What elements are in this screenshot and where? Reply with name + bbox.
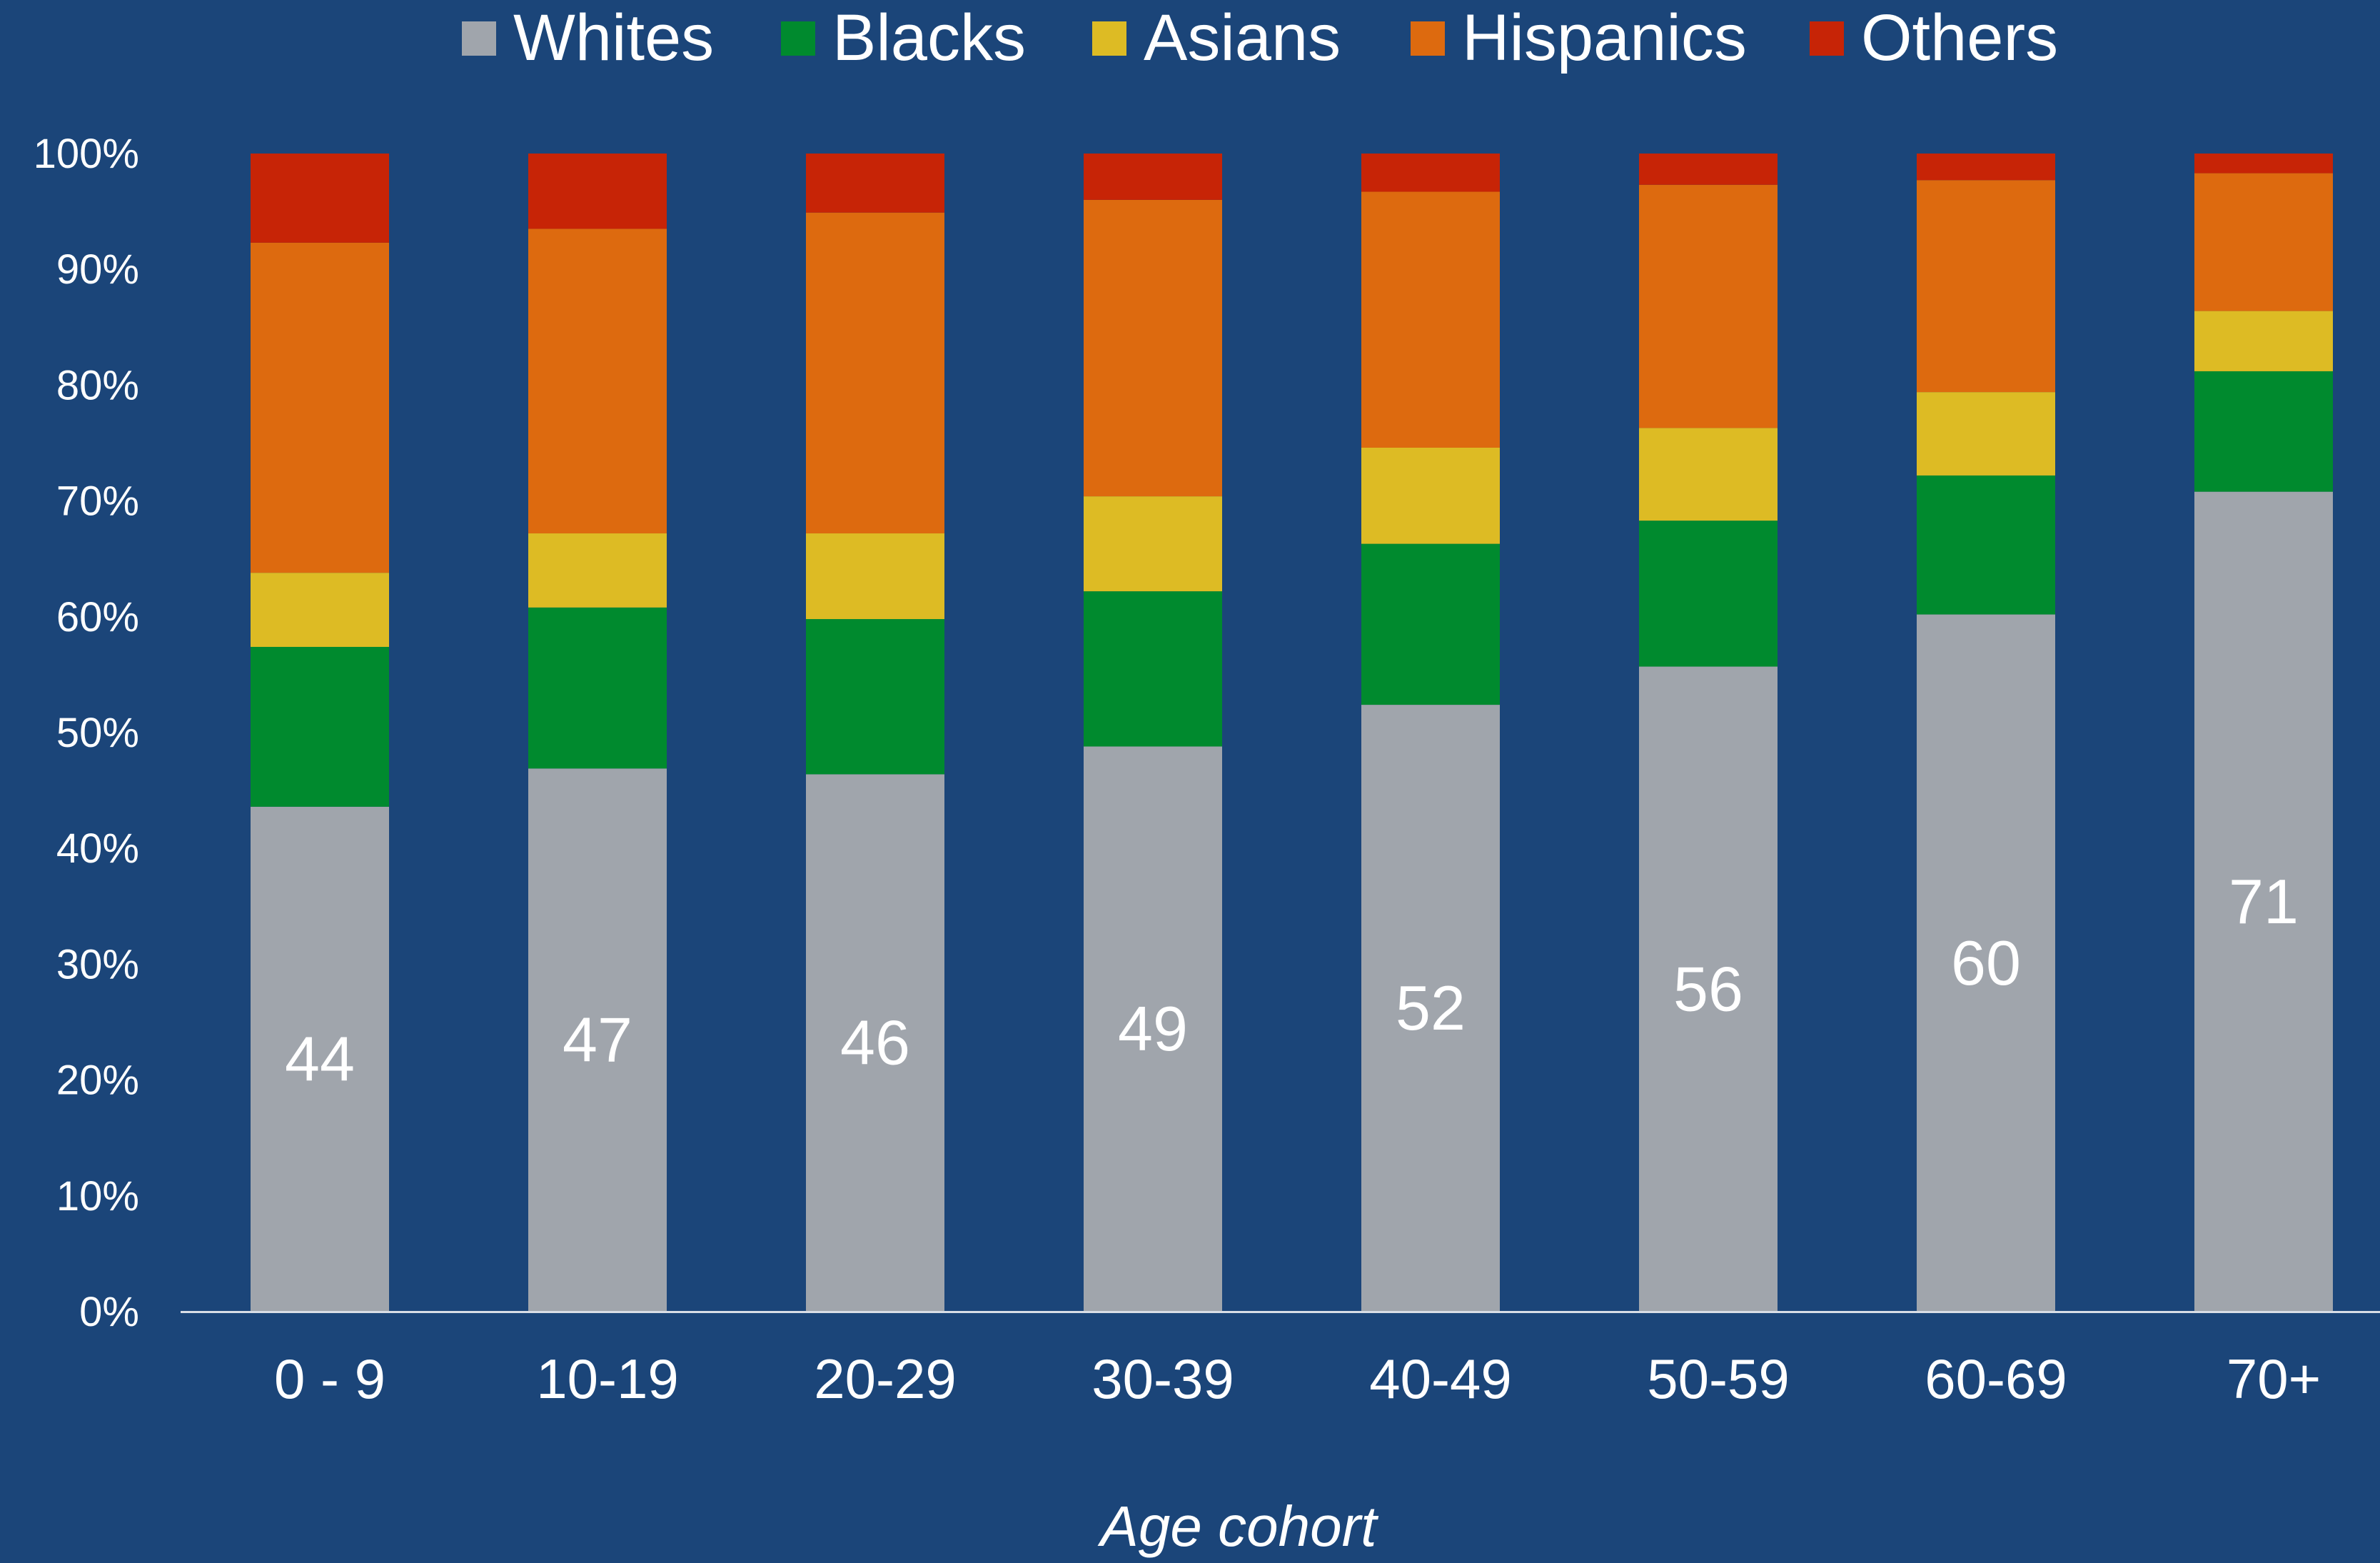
legend-label: Whites (513, 1, 714, 74)
bar-segment-whites (2194, 491, 2333, 1312)
bar-segment-others (806, 154, 944, 213)
legend-swatch (1810, 21, 1844, 56)
x-tick-label: 70+ (2227, 1347, 2321, 1410)
y-tick-label: 90% (56, 246, 139, 293)
bar-segment-hispanics (1639, 184, 1778, 428)
bar-segment-whites (251, 806, 389, 1312)
bar-segment-whites (1917, 614, 2055, 1312)
legend-label: Asians (1144, 1, 1341, 74)
legend-label: Others (1861, 1, 2058, 74)
y-axis: 0% 10% 20% 30% 40% 50% 60% 70% 80% 90% 100% (34, 131, 139, 1335)
legend-swatch (462, 21, 496, 56)
y-tick-label: 70% (56, 478, 139, 525)
legend-swatch (1092, 21, 1126, 56)
bar-segment-others (1361, 154, 1500, 192)
x-tick-label: 0 - 9 (274, 1347, 385, 1410)
bar-stack: 47 (528, 154, 667, 1312)
bar-segment-hispanics (1084, 199, 1222, 497)
x-tick-label: 50-59 (1647, 1347, 1790, 1410)
bar-segment-asians (1084, 496, 1222, 592)
bar-segment-asians (251, 573, 389, 647)
y-tick-label: 50% (56, 710, 139, 756)
bar-stack: 60 (1917, 154, 2055, 1312)
y-tick-label: 20% (56, 1057, 139, 1104)
bar-stack: 44 (251, 154, 389, 1312)
bar-segment-whites (1639, 666, 1778, 1312)
data-label: 49 (1118, 993, 1188, 1064)
bar-stack: 56 (1639, 154, 1778, 1312)
bar-segment-others (251, 154, 389, 243)
x-tick-label: 30-39 (1091, 1347, 1234, 1410)
bar-segment-others (2194, 154, 2333, 174)
bar-segment-asians (2194, 311, 2333, 371)
bar-segment-asians (1361, 447, 1500, 544)
y-tick-label: 30% (56, 941, 139, 987)
legend-swatch (1411, 21, 1445, 56)
bar-stack: 46 (806, 154, 944, 1312)
bar-segment-asians (528, 533, 667, 608)
bar-segment-blacks (806, 619, 944, 775)
bar-segment-blacks (2194, 371, 2333, 492)
bar-segment-whites (1084, 746, 1222, 1312)
bar-segment-hispanics (2194, 173, 2333, 311)
bar-segment-hispanics (1361, 191, 1500, 448)
y-tick-label: 40% (56, 825, 139, 872)
bar-segment-whites (528, 768, 667, 1312)
x-tick-label: 20-29 (814, 1347, 957, 1410)
y-tick-label: 10% (56, 1173, 139, 1220)
data-label: 60 (1951, 928, 2021, 998)
bar-segment-whites (806, 774, 944, 1312)
legend-swatch (781, 21, 815, 56)
legend-label: Hispanics (1462, 1, 1747, 74)
legend-item: Hispanics (1411, 1, 1747, 74)
bar-segment-blacks (1084, 591, 1222, 747)
data-label: 52 (1396, 973, 1466, 1043)
bar-segment-blacks (251, 646, 389, 807)
bar-segment-others (528, 154, 667, 229)
data-label: 56 (1673, 953, 1743, 1024)
data-label: 44 (285, 1023, 355, 1094)
bar-segment-asians (1917, 392, 2055, 476)
x-tick-label: 10-19 (536, 1347, 679, 1410)
bar-stack: 71 (2194, 154, 2333, 1312)
y-tick-label: 0% (79, 1289, 139, 1335)
data-label: 71 (2229, 866, 2299, 937)
bar-segment-hispanics (1917, 180, 2055, 393)
bar-segment-asians (1639, 428, 1778, 521)
data-label: 46 (840, 1007, 910, 1078)
bars: 44 47 46 49 52 56 60 71 (251, 154, 2333, 1312)
bar-segment-others (1917, 154, 2055, 181)
bar-segment-hispanics (251, 242, 389, 573)
bar-stack: 49 (1084, 154, 1222, 1312)
legend-item: Whites (462, 1, 714, 74)
legend-item: Blacks (781, 1, 1026, 74)
legend-label: Blacks (832, 1, 1026, 74)
bar-segment-blacks (1639, 521, 1778, 667)
bar-segment-asians (806, 533, 944, 620)
bar-stack: 52 (1361, 154, 1500, 1312)
bar-segment-blacks (1917, 475, 2055, 615)
bar-segment-blacks (1361, 543, 1500, 705)
bar-segment-others (1084, 154, 1222, 200)
legend: Whites Blacks Asians Hispanics Others (462, 1, 2058, 74)
y-tick-label: 60% (56, 594, 139, 640)
x-axis-title: Age cohort (1098, 1494, 1379, 1558)
legend-item: Others (1810, 1, 2058, 74)
legend-item: Asians (1092, 1, 1341, 74)
x-tick-label: 60-69 (1925, 1347, 2067, 1410)
bar-segment-others (1639, 154, 1778, 185)
bar-segment-hispanics (528, 228, 667, 534)
y-tick-label: 80% (56, 362, 139, 408)
x-tick-label: 40-49 (1369, 1347, 1512, 1410)
bar-segment-whites (1361, 705, 1500, 1312)
x-axis: 0 - 9 10-19 20-29 30-39 40-49 50-59 60-69 70+ (181, 1311, 2380, 1410)
bar-segment-hispanics (806, 212, 944, 534)
bar-segment-blacks (528, 607, 667, 769)
data-label: 47 (563, 1005, 632, 1075)
y-tick-label: 100% (34, 131, 139, 177)
